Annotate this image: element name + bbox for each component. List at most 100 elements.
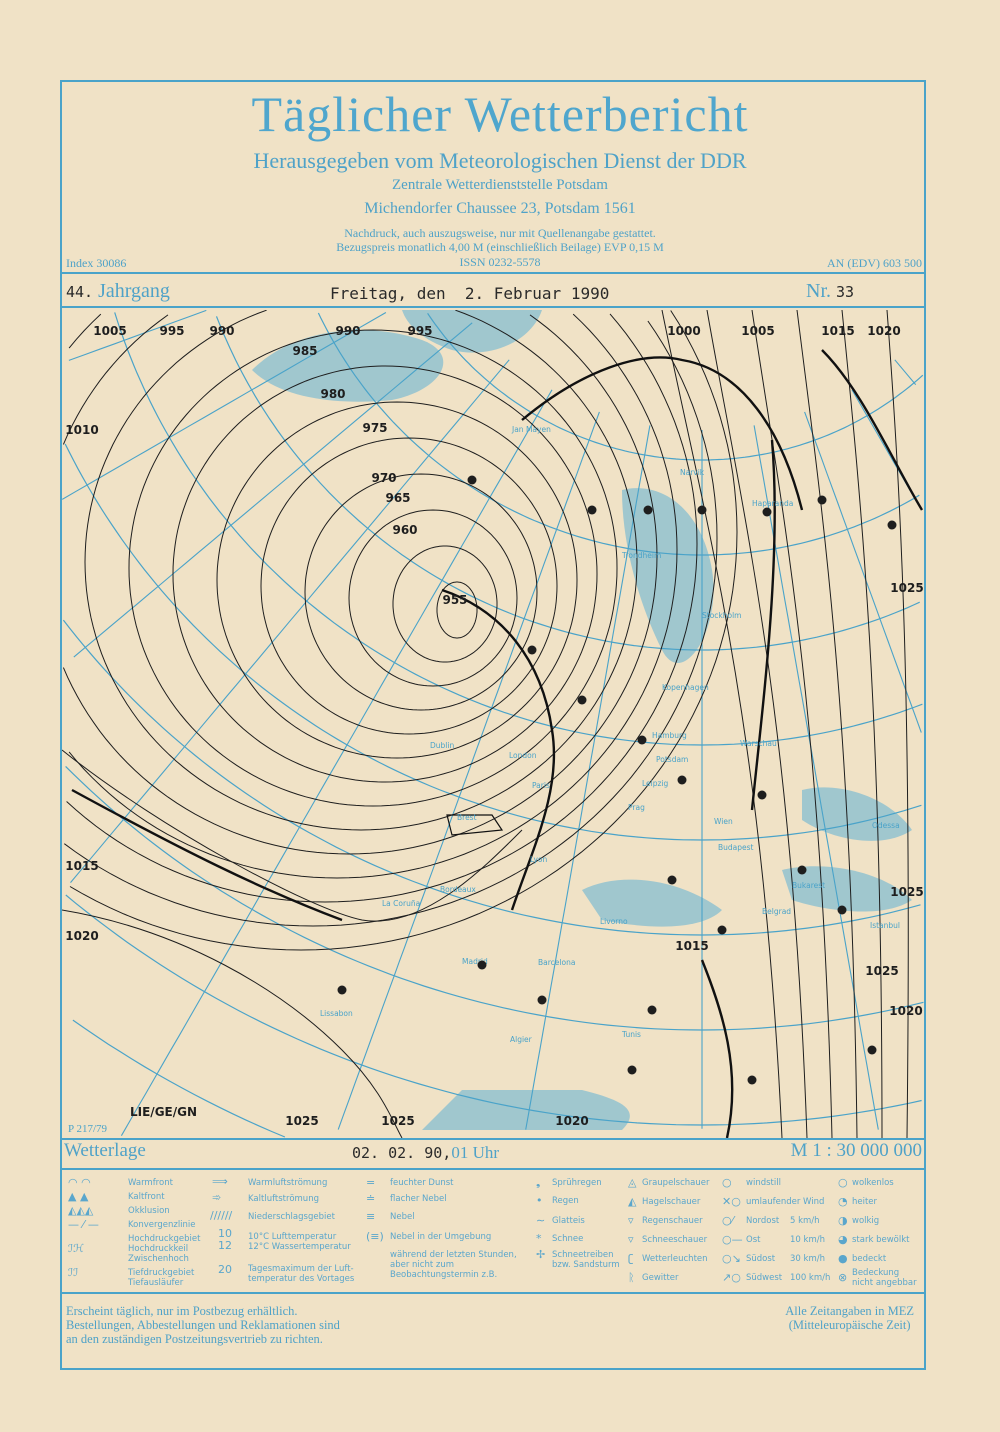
city-label: Wien: [714, 817, 733, 826]
precipitation-area: [446, 814, 504, 836]
legend-item: Ost: [746, 1235, 761, 1245]
pressure-label: 965: [385, 491, 410, 505]
legend-item: bedeckt: [852, 1254, 887, 1264]
meridian-line: [525, 425, 651, 1130]
latitude-line: [65, 765, 924, 1031]
city-label: Madrid: [462, 957, 488, 966]
city-label: Bordeaux: [440, 885, 476, 894]
legend-item: Konvergenzlinie: [128, 1220, 196, 1230]
nr-label: Nr.: [806, 280, 831, 302]
legend-item: Wetterleuchten: [642, 1254, 708, 1264]
city-label: Odessa: [872, 821, 900, 830]
cold-front: [750, 439, 776, 811]
station-dot: [637, 735, 647, 745]
issue-number: Nr. 33: [806, 280, 854, 304]
shower-symbol: ᚱ: [628, 1271, 635, 1284]
meridian-line: [337, 411, 600, 1130]
station-dot: [797, 865, 807, 875]
cold-front: [700, 959, 734, 1138]
legend-symbol: — ⁄ —: [68, 1218, 99, 1231]
city-label: Budapest: [718, 843, 754, 852]
sea-ice-area: [622, 488, 714, 663]
weather-symbol: *: [536, 1232, 542, 1245]
cold-front: [71, 788, 343, 922]
publisher: Herausgegeben vom Meteorologischen Diens…: [253, 148, 747, 173]
sea-ice-area: [582, 879, 722, 927]
pressure-label: 1025: [890, 885, 923, 899]
legend-item: Nebel: [390, 1212, 415, 1222]
isobar: [436, 581, 478, 639]
meridian-line: [70, 359, 510, 883]
legend-symbol: ▲ ▲: [68, 1190, 89, 1203]
warm-front: [521, 356, 804, 511]
legend-item: Nebel in der Umgebung: [390, 1232, 492, 1242]
meridian-line: [62, 312, 387, 500]
pressure-label: 1005: [741, 324, 774, 338]
isobar: [392, 545, 498, 663]
station-dot: [667, 875, 677, 885]
city-label: Brest: [457, 813, 477, 822]
isobar: [62, 555, 658, 855]
isobar: [455, 310, 638, 563]
legend-item: Regen: [552, 1196, 579, 1206]
wind-symbol: ○⁄: [722, 1214, 734, 1227]
warm-air-flow-symbol: ⟹: [212, 1175, 228, 1188]
city-label: Tunis: [621, 1030, 641, 1039]
isobar: [62, 909, 403, 1138]
sea-ice-area: [422, 1090, 630, 1130]
divider: [60, 1168, 926, 1170]
legend-item: Bedeckung: [852, 1268, 900, 1278]
water-temperature-symbol: 12: [218, 1239, 232, 1252]
weather-symbol: ✢: [536, 1248, 546, 1261]
shower-symbol: ◭: [628, 1195, 637, 1208]
station-dot: [717, 925, 727, 935]
city-label: Jan Mayen: [511, 425, 551, 434]
footer-left: Erscheint täglich, nur im Postbezug erhä…: [66, 1304, 340, 1346]
isobar: [69, 531, 738, 951]
station-dot: [677, 775, 687, 785]
map-caption: Wetterlage: [64, 1140, 146, 1161]
nr-value: 33: [836, 283, 855, 301]
city-label: Livorno: [600, 917, 628, 926]
volume: 44. Jahrgang: [66, 280, 170, 304]
legend-item: Schneetreiben: [552, 1250, 614, 1260]
isobar: [647, 320, 718, 539]
isobar: [886, 310, 909, 1138]
meridian-line: [753, 425, 879, 1130]
legend-item: Niederschlagsgebiet: [248, 1212, 335, 1222]
legend-item: Schnee: [552, 1234, 584, 1244]
city-label: Barcelona: [538, 958, 575, 967]
fog-symbol: =: [366, 1176, 376, 1189]
city-label: London: [509, 751, 537, 760]
reprint-note: Nachdruck, auch auszugsweise, nur mit Qu…: [344, 226, 656, 240]
legend-item: Tiefdruckgebiet: [128, 1268, 195, 1278]
city-label: La Coruña: [382, 899, 420, 908]
legend-note-line: während der letzten Stunden, aber nicht …: [390, 1250, 517, 1270]
isobar: [172, 365, 598, 783]
divider: [60, 1138, 926, 1140]
isobar: [128, 329, 618, 807]
pressure-label: 1000: [667, 324, 700, 338]
city-label: Belgrad: [762, 907, 791, 916]
legend-item: Warmluftströmung: [248, 1178, 328, 1188]
pressure-label: 955: [442, 593, 467, 607]
city-label: Leipzig: [642, 779, 669, 788]
pressure-label: 1005: [93, 324, 126, 338]
max-temperature-symbol: 20: [218, 1263, 232, 1276]
legend-item: Gewitter: [642, 1273, 679, 1283]
occluded-front: [821, 349, 924, 511]
isobar: [796, 310, 858, 1138]
city-label: Warschau: [740, 739, 777, 748]
wind-symbol: ✕○: [722, 1195, 741, 1208]
map-scale: M 1 : 30 000 000: [790, 1140, 922, 1161]
isobar: [304, 473, 538, 711]
cloud-cover-symbol: ◔: [838, 1195, 848, 1208]
latitude-line: [72, 1019, 286, 1138]
isobar: [609, 313, 698, 545]
shower-symbol: ◬: [628, 1176, 637, 1189]
isobar: [661, 310, 783, 1138]
pressure-label: 1015: [65, 859, 98, 873]
divider: [60, 306, 926, 308]
an-edv-number: AN (EDV) 603 500: [827, 256, 922, 270]
city-label: Algier: [510, 1035, 533, 1044]
